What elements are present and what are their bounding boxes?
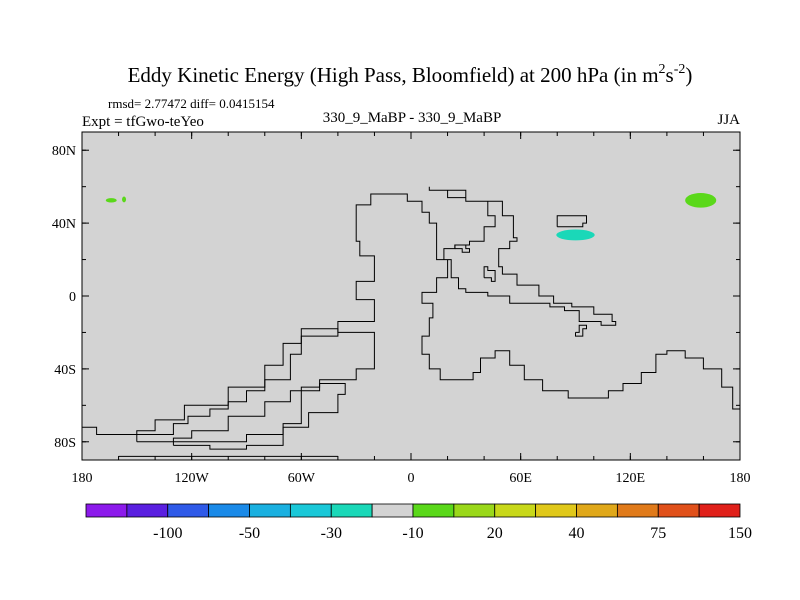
colorbar-swatch-4 (249, 503, 291, 518)
coastline-5 (454, 244, 470, 253)
season-label: JJA (717, 112, 740, 128)
axis-ticks: 180 120W 60W 0 60E 120E 180 80N 40N 0 40S 80S (52, 132, 751, 486)
anomaly-positive-small-2 (122, 196, 127, 203)
coastline-3 (556, 215, 587, 228)
x-tick-label-5: 120E (616, 471, 646, 486)
colorbar-label-7: 150 (728, 525, 752, 542)
y-tick-label-3: 40S (54, 363, 76, 378)
y-tick-label-4: 80S (54, 436, 76, 451)
anomaly-layer (105, 193, 717, 241)
colorbar-swatch-6 (330, 503, 373, 518)
colorbar-swatch-11 (535, 503, 577, 518)
coastline-4 (575, 324, 587, 337)
chart-title: Eddy Kinetic Energy (High Pass, Bloomfie… (128, 62, 693, 87)
colorbar-label-6: 75 (650, 525, 666, 542)
x-tick-label-6: 180 (730, 471, 751, 486)
anomaly-negative-asia (556, 229, 595, 241)
x-tick-label-0: 180 (72, 471, 93, 486)
colorbar-swatch-0 (85, 503, 128, 518)
anomaly-positive-small-1 (105, 198, 117, 203)
x-tick-label-2: 60W (288, 471, 316, 486)
experiment-label: Expt = tfGwo-teYeo (82, 114, 204, 130)
colorbar-swatch-14 (657, 503, 700, 518)
colorbar-swatch-5 (289, 503, 332, 518)
colorbar-label-4: 20 (487, 525, 503, 542)
coastline-2 (172, 383, 346, 450)
colorbar-swatch-8 (412, 503, 455, 518)
colorbar-label-2: -30 (321, 525, 342, 542)
colorbar-label-5: 40 (569, 525, 585, 542)
x-tick-label-1: 120W (175, 471, 210, 486)
colorbar-swatch-9 (453, 503, 496, 518)
colorbar: -100 -50 -30 -10 20 40 75 150 (85, 503, 752, 542)
colorbar-swatch-1 (126, 503, 169, 518)
stats-text: rmsd= 2.77472 diff= 0.0415154 (108, 96, 275, 111)
colorbar-swatch-7 (371, 503, 414, 518)
y-tick-label-1: 40N (52, 217, 76, 232)
subtitle-text: 330_9_MaBP - 330_9_MaBP (323, 110, 502, 126)
colorbar-swatch-13 (616, 503, 659, 518)
colorbar-swatch-10 (494, 503, 537, 518)
x-tick-label-4: 60E (509, 471, 532, 486)
y-tick-label-2: 0 (69, 290, 76, 305)
coastline-6 (483, 266, 496, 282)
colorbar-swatch-2 (167, 503, 210, 518)
coastline-0 (82, 186, 741, 435)
coastline-1 (136, 328, 375, 443)
x-tick-label-3: 0 (408, 471, 415, 486)
colorbar-swatch-3 (208, 503, 250, 518)
colorbar-label-0: -100 (153, 525, 182, 542)
colorbar-label-1: -50 (239, 525, 260, 542)
colorbar-label-3: -10 (402, 525, 423, 542)
colorbar-swatch-12 (576, 503, 618, 518)
y-tick-label-0: 80N (52, 144, 76, 159)
map-background (82, 132, 740, 460)
anomaly-positive-west-pacific (685, 193, 717, 208)
colorbar-swatch-15 (698, 503, 741, 518)
